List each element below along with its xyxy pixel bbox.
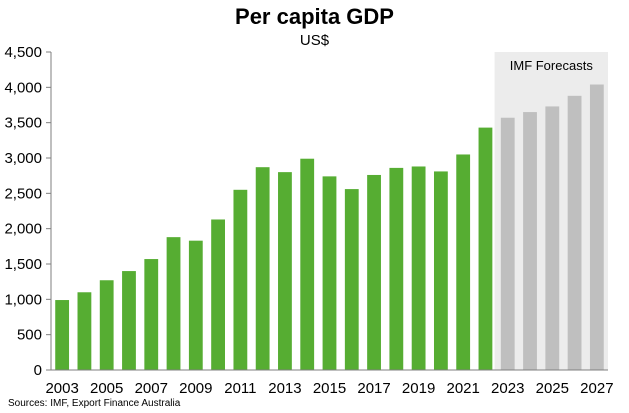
chart-title: Per capita GDP bbox=[235, 4, 394, 29]
y-tick-label: 1,500 bbox=[4, 256, 42, 273]
bar-2020 bbox=[433, 171, 448, 370]
x-tick-label: 2005 bbox=[90, 380, 123, 397]
source-note: Sources: IMF, Export Finance Australia bbox=[8, 398, 181, 409]
bar-2016 bbox=[344, 189, 359, 370]
y-tick-label: 2,000 bbox=[4, 221, 42, 238]
x-tick-label: 2011 bbox=[224, 380, 256, 397]
bar-2004 bbox=[77, 292, 92, 370]
bar-2017 bbox=[367, 174, 381, 370]
bar-2027 bbox=[589, 84, 604, 370]
bar-2007 bbox=[144, 259, 159, 370]
y-tick-label: 3,500 bbox=[4, 115, 42, 132]
bar-2009 bbox=[188, 240, 203, 370]
y-tick-label: 0 bbox=[34, 362, 42, 379]
x-tick-label: 2015 bbox=[313, 380, 346, 397]
bar-2005 bbox=[99, 280, 114, 370]
bar-2021 bbox=[456, 154, 471, 370]
x-tick-label: 2021 bbox=[446, 380, 479, 397]
bars-group bbox=[55, 84, 604, 370]
y-tick-label: 3,000 bbox=[4, 150, 42, 167]
x-tick-label: 2019 bbox=[402, 380, 435, 397]
y-tick-label: 2,500 bbox=[4, 185, 42, 202]
bar-2018 bbox=[389, 167, 404, 370]
x-axis-ticks: 2003 2005 2007 2009 2011 2013 2015 2017 2019 2021… bbox=[45, 380, 613, 397]
x-tick-label: 2017 bbox=[357, 380, 390, 397]
chart-subtitle: US$ bbox=[299, 32, 330, 49]
x-tick-label: 2007 bbox=[135, 380, 168, 397]
x-tick-label: 2023 bbox=[491, 380, 524, 397]
bar-2015 bbox=[322, 176, 337, 370]
bar-2006 bbox=[122, 271, 136, 370]
x-tick-label: 2009 bbox=[179, 380, 212, 397]
bar-2026 bbox=[567, 95, 582, 370]
bar-2014 bbox=[300, 158, 315, 370]
y-axis-ticks: 0 500 1,000 1,500 2,000 2,500 3,000 3,500 4,000 4… bbox=[4, 44, 51, 379]
bar-2023 bbox=[500, 117, 515, 370]
forecast-label: IMF Forecasts bbox=[510, 58, 594, 73]
bar-2019 bbox=[411, 166, 426, 370]
bar-2003 bbox=[55, 300, 70, 370]
y-tick-label: 500 bbox=[17, 327, 42, 344]
bar-2022 bbox=[478, 127, 493, 370]
y-tick-label: 4,500 bbox=[4, 44, 42, 61]
bar-2011 bbox=[233, 189, 248, 370]
bar-2024 bbox=[523, 112, 537, 370]
y-tick-label: 1,000 bbox=[4, 291, 42, 308]
x-tick-label: 2025 bbox=[536, 380, 569, 397]
bar-2012 bbox=[255, 167, 270, 370]
bar-2008 bbox=[166, 237, 181, 370]
bar-2013 bbox=[278, 172, 292, 370]
x-tick-label: 2027 bbox=[580, 380, 613, 397]
y-tick-label: 4,000 bbox=[4, 79, 42, 96]
x-tick-label: 2013 bbox=[268, 380, 301, 397]
bar-2010 bbox=[211, 219, 225, 370]
bar-2025 bbox=[545, 106, 560, 370]
x-tick-label: 2003 bbox=[45, 380, 78, 397]
